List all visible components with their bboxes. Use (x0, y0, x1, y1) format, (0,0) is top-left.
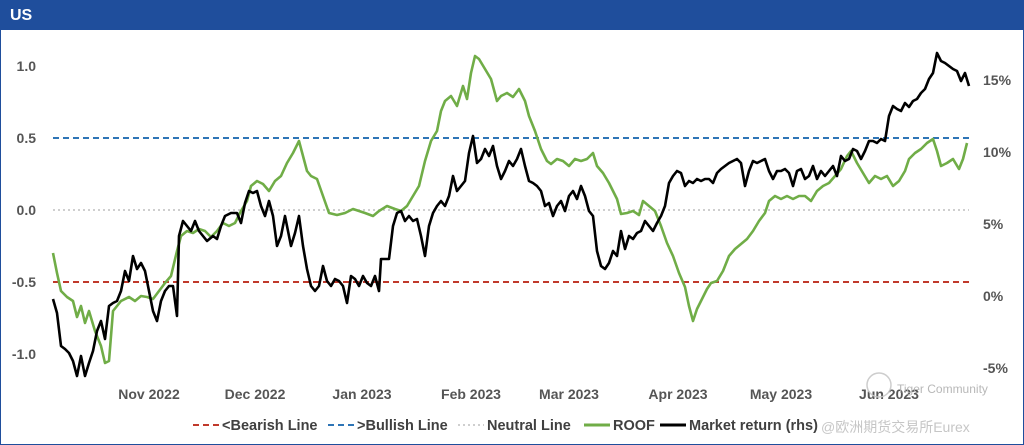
tiger-logo-icon (866, 372, 892, 398)
left-tick: 1.0 (17, 58, 37, 74)
legend-label-bullish: >Bullish Line (357, 418, 448, 434)
x-tick: Jun 2023 (859, 386, 919, 402)
series-roof-line (51, 54, 969, 365)
x-tick: Nov 2022 (118, 386, 180, 402)
legend-label-neutral: Neutral Line (487, 418, 571, 434)
x-tick: Apr 2023 (648, 386, 707, 402)
watermark-text-eurex: @欧洲期货交易所Eurex (821, 419, 970, 435)
right-tick: 0% (983, 288, 1004, 304)
right-tick: 5% (983, 216, 1004, 232)
legend-label-market-return: Market return (rhs) (689, 418, 818, 434)
x-tick: Feb 2023 (441, 386, 501, 402)
right-tick: 15% (983, 72, 1012, 88)
left-tick: -0.5 (12, 274, 36, 290)
watermark: Tiger Community @欧洲期货交易所Eurex (821, 372, 988, 435)
left-tick: 0.0 (17, 202, 37, 218)
x-tick: Mar 2023 (539, 386, 599, 402)
x-tick: May 2023 (750, 386, 812, 402)
series-market-return-line (51, 51, 971, 378)
x-tick: Dec 2022 (225, 386, 286, 402)
x-tick: Jan 2023 (332, 386, 391, 402)
right-tick: 10% (983, 144, 1012, 160)
panel-title: US (1, 1, 1023, 30)
legend-label-roof: ROOF (613, 418, 655, 434)
left-tick: 0.5 (17, 130, 37, 146)
watermark-text-community: Tiger Community (897, 382, 988, 396)
right-tick: -5% (983, 360, 1008, 376)
left-tick: -1.0 (12, 346, 36, 362)
legend-label-bearish: <Bearish Line (222, 418, 318, 434)
legend: <Bearish Line >Bullish Line Neutral Line… (193, 418, 818, 434)
